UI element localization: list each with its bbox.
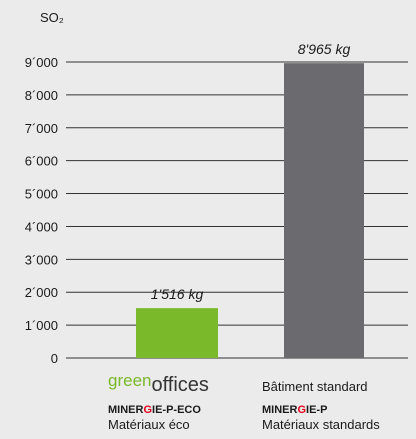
- y-tick-label: 1´000: [25, 318, 58, 333]
- value-label: 8'965 kg: [298, 41, 351, 57]
- y-tick-label: 2´000: [25, 285, 58, 300]
- category-part: offices: [151, 374, 208, 396]
- bar: [136, 308, 218, 358]
- standard-part: MINER: [108, 404, 144, 416]
- y-tick-label: 8´000: [25, 88, 58, 103]
- material-label: Matériaux standards: [262, 417, 380, 432]
- standard-label: MINERGIE-P: [262, 404, 327, 416]
- bar: [284, 63, 364, 358]
- category-label: Bâtiment standard: [262, 379, 368, 394]
- y-tick-label: 3´000: [25, 252, 58, 267]
- y-tick-label: 0: [51, 351, 58, 366]
- standard-part: G: [297, 404, 306, 416]
- category-part: Bâtiment standard: [262, 379, 368, 394]
- category-label: greenoffices: [108, 371, 209, 396]
- category-part: green: [108, 371, 151, 390]
- value-label: 1'516 kg: [151, 286, 204, 302]
- standard-part: MINER: [262, 404, 298, 416]
- y-tick-label: 6´000: [25, 154, 58, 169]
- y-tick-label: 5´000: [25, 187, 58, 202]
- standard-part: IE-P: [306, 404, 327, 416]
- y-tick-label: 7´000: [25, 121, 58, 136]
- standard-part: IE-P-ECO: [152, 404, 201, 416]
- material-label: Matériaux éco: [108, 417, 190, 432]
- standard-label: MINERGIE-P-ECO: [108, 404, 201, 416]
- y-tick-label: 9´000: [25, 55, 58, 70]
- y-axis-label: SO₂: [40, 10, 64, 25]
- y-tick-label: 4´000: [25, 219, 58, 234]
- standard-part: G: [143, 404, 152, 416]
